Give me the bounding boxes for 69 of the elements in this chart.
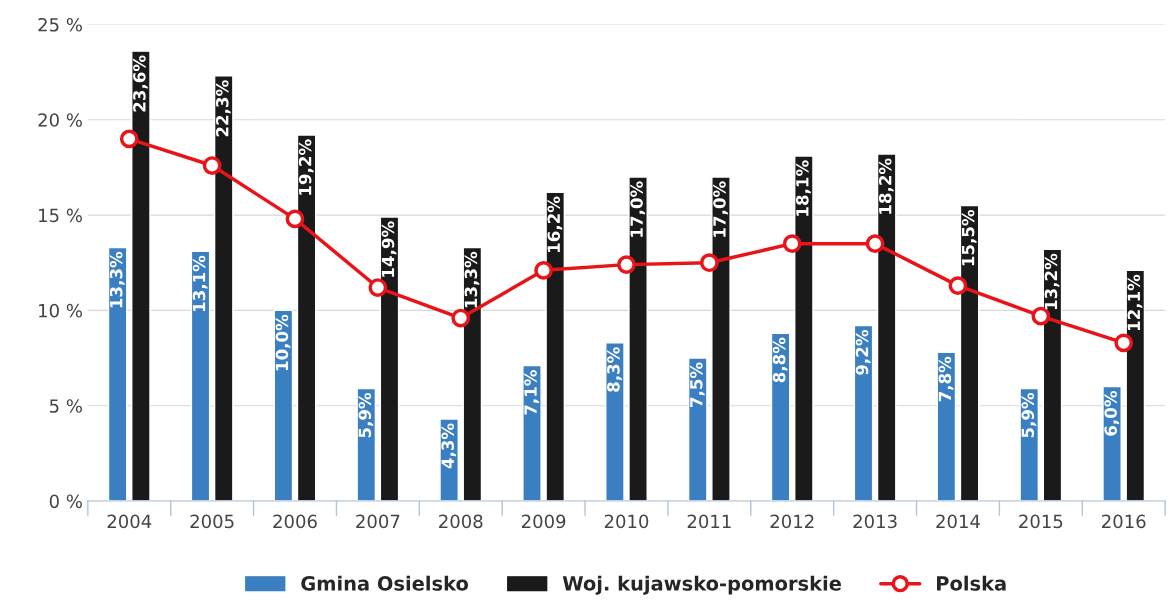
bar (605, 342, 625, 502)
data-label: 19,2% (298, 139, 314, 195)
y-tick-label: 20 % (38, 113, 82, 127)
data-label: 17,0% (630, 181, 646, 237)
data-label: 8,3% (607, 347, 622, 392)
point (451, 308, 471, 328)
x-tick-label: 2016 (1102, 514, 1146, 529)
x-tick-label: 2009 (521, 514, 566, 529)
point (865, 234, 885, 254)
x-tick-label: 2005 (190, 514, 234, 529)
data-label: 7,5% (689, 362, 705, 407)
data-label: 4,3% (441, 423, 457, 469)
data-label: 5,9% (358, 392, 374, 438)
legend-label: Gmina Osielsko (301, 575, 469, 591)
x-tick-label: 2011 (687, 514, 731, 529)
x-tick-label: 2006 (273, 514, 317, 529)
bar (356, 387, 377, 502)
data-label: 6,0% (1104, 390, 1120, 436)
legend-label: Polska (937, 575, 1006, 591)
data-label: 8,8% (772, 337, 788, 383)
data-label: 5,9% (1021, 392, 1037, 438)
data-label: 13,3% (109, 251, 125, 308)
point (202, 156, 222, 175)
bar (107, 246, 128, 502)
y-tick-label: 5 % (49, 399, 82, 413)
y-tick-label: 10 % (39, 303, 82, 318)
bar (1102, 385, 1122, 502)
bar (687, 357, 708, 502)
data-label: 7,8% (938, 356, 954, 402)
x-tick-label: 2004 (107, 514, 152, 529)
data-label: 14,9% (381, 221, 397, 277)
data-label: 13,3% (464, 251, 480, 308)
point (948, 276, 968, 295)
data-label: 17,0% (713, 181, 728, 237)
point (534, 260, 553, 280)
point (782, 234, 802, 254)
legend-label: Woj. kujawsko-pomorskie (562, 575, 841, 595)
point (617, 255, 636, 275)
x-tick-label: 2015 (1019, 514, 1063, 529)
data-label: 12,1% (1127, 274, 1143, 331)
y-tick-label: 0 % (49, 494, 82, 509)
data-label: 13,1% (192, 255, 208, 312)
x-tick-label: 2014 (936, 514, 980, 529)
bar (190, 250, 211, 502)
data-label: 22,3% (215, 80, 231, 137)
point (119, 129, 139, 149)
x-tick-label: 2008 (439, 514, 483, 529)
bar (853, 324, 874, 502)
data-label: 15,5% (961, 209, 977, 266)
x-tick-label: 2012 (770, 514, 814, 529)
data-label: 13,2% (1044, 253, 1060, 310)
data-label: 10,0% (275, 314, 291, 371)
y-tick-label: 25 % (38, 17, 82, 32)
data-label: 18,1% (796, 160, 811, 216)
bar (522, 364, 542, 502)
point (285, 209, 305, 229)
data-label: 18,2% (878, 158, 894, 214)
data-label: 16,2% (547, 196, 563, 252)
point (368, 278, 388, 297)
point (699, 253, 719, 273)
data-label: 23,6% (133, 55, 148, 112)
point (1114, 333, 1134, 353)
x-tick-label: 2007 (356, 514, 400, 529)
bar (1019, 387, 1040, 502)
x-tick-label: 2013 (853, 514, 897, 529)
data-label: 7,1% (524, 370, 539, 415)
x-tick-label: 2010 (604, 514, 649, 529)
y-tick-label: 15 % (39, 208, 82, 223)
data-label: 9,2% (855, 329, 871, 375)
